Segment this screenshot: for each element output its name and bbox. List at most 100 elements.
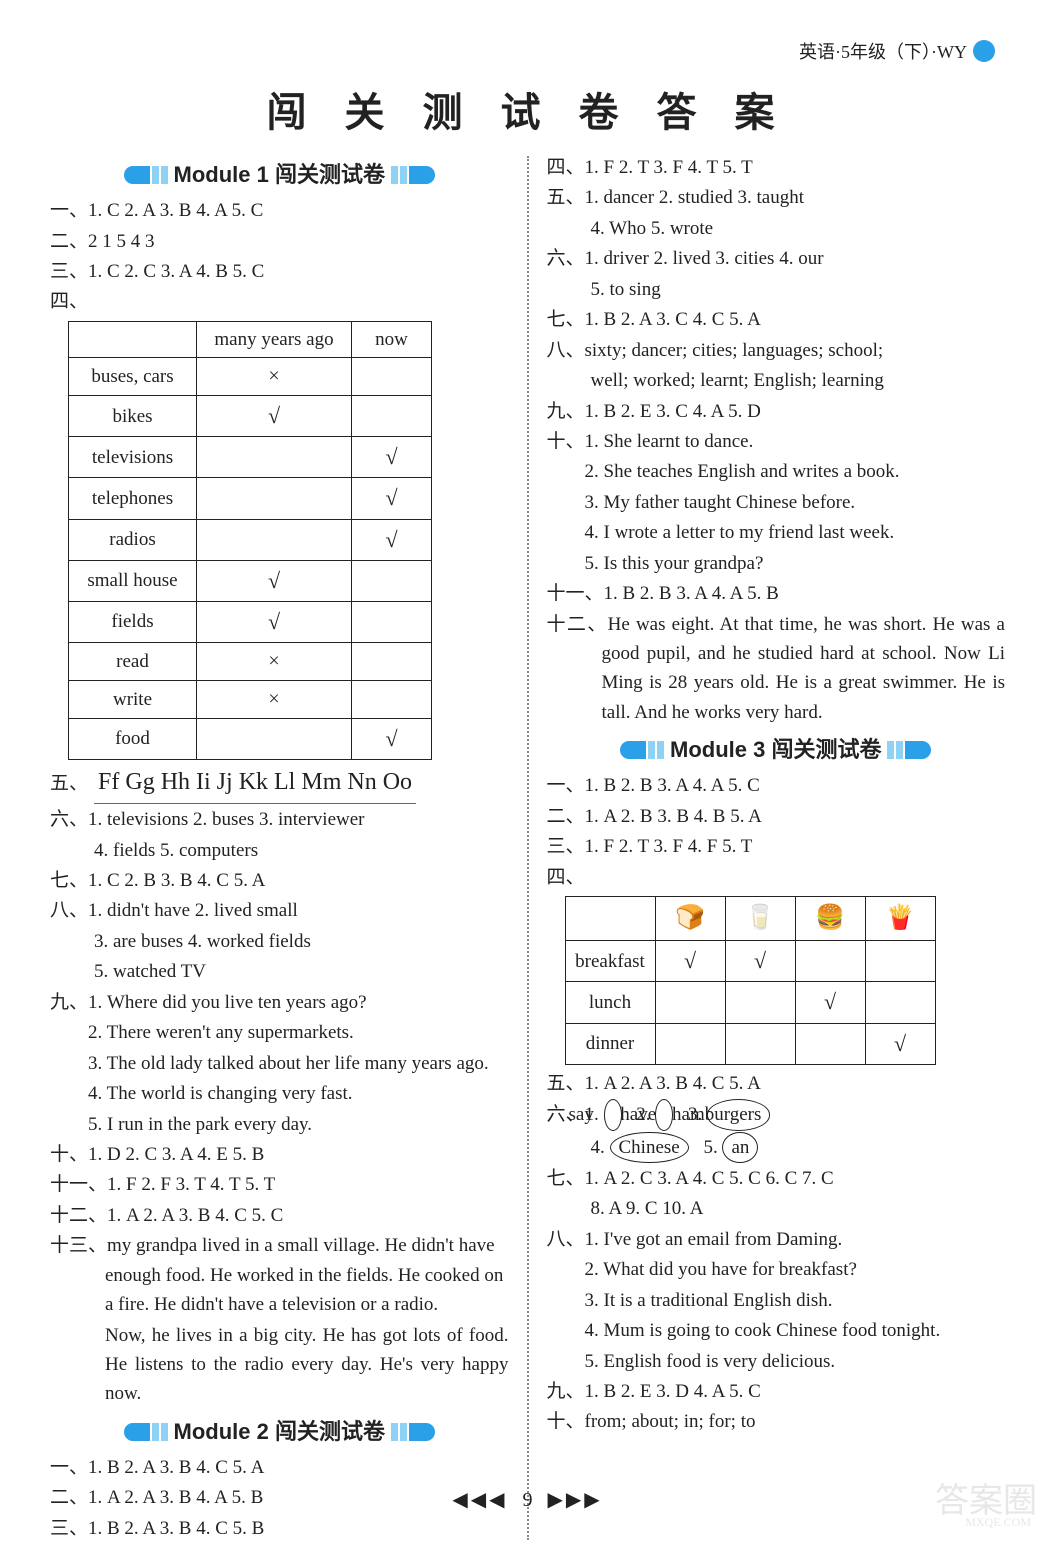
milk-icon: 🥛 — [725, 897, 795, 941]
m1-q8a: 八、1. didn't have 2. lived small — [50, 896, 509, 925]
module1-title: Module 1 闯关测试卷 — [174, 158, 385, 192]
m1-q5-label: 五、 — [50, 773, 88, 794]
m1-q9-3: 3. The old lady talked about her life ma… — [50, 1049, 509, 1078]
m1-q8b: 3. are buses 4. worked fields — [50, 927, 509, 956]
module-head-icon-left — [124, 1423, 168, 1441]
table-row: food√ — [69, 718, 432, 759]
m3-q8-3: 3. It is a traditional English dish. — [547, 1286, 1006, 1315]
m3-q5: 五、1. A 2. A 3. B 4. C 5. A — [547, 1069, 1006, 1098]
table-row: bikes√ — [69, 396, 432, 437]
m2-q10-4: 4. I wrote a letter to my friend last we… — [547, 518, 1006, 547]
m1-q9-5: 5. I run in the park every day. — [50, 1110, 509, 1139]
table-row: many years ago now — [69, 321, 432, 357]
m2-q8a: 八、sixty; dancer; cities; languages; scho… — [547, 336, 1006, 365]
bread-icon: 🍞 — [655, 897, 725, 941]
header-right: 英语·5年级（下）·WY — [799, 38, 995, 64]
page-number: 9 — [523, 1489, 533, 1511]
m2-q11: 十一、1. B 2. B 3. A 4. A 5. B — [547, 579, 1006, 608]
m1-q5: 五、 Ff Gg Hh Ii Jj Kk Ll Mm Nn Oo — [50, 764, 509, 804]
m2-q6a: 六、1. driver 2. lived 3. cities 4. our — [547, 244, 1006, 273]
module-head-icon-left — [124, 166, 168, 184]
fries-icon: 🍟 — [865, 897, 935, 941]
m1-q5-text: Ff Gg Hh Ii Jj Kk Ll Mm Nn Oo — [94, 764, 416, 804]
m2-q10-1: 十、1. She learnt to dance. — [547, 427, 1006, 456]
m3-q8-2: 2. What did you have for breakfast? — [547, 1255, 1006, 1284]
m3-q4-label: 四、 — [547, 863, 1006, 892]
m2-q10-5: 5. Is this your grandpa? — [547, 549, 1006, 578]
m1-q2: 二、2 1 5 4 3 — [50, 227, 509, 256]
table-row: dinner√ — [565, 1023, 935, 1064]
m2-q6b: 5. to sing — [547, 275, 1006, 304]
m1-q13: 十三、my grandpa lived in a small village. … — [50, 1231, 509, 1319]
module2-head: Module 2 闯关测试卷 — [50, 1415, 509, 1449]
m3-q10: 十、from; about; in; for; to — [547, 1407, 1006, 1436]
columns: Module 1 闯关测试卷 一、1. C 2. A 3. B 4. A 5. … — [50, 152, 1005, 1544]
m2-q10-2: 2. She teaches English and writes a book… — [547, 457, 1006, 486]
m1-q7: 七、1. C 2. B 3. B 4. C 5. A — [50, 866, 509, 895]
header-text: 英语·5年级（下）·WY — [799, 38, 967, 64]
table-row: breakfast√√ — [565, 941, 935, 982]
m3-q8-4: 4. Mum is going to cook Chinese food ton… — [547, 1316, 1006, 1345]
m1-q13-label: 十三、 — [50, 1235, 107, 1256]
m1-q12: 十二、1. A 2. A 3. B 4. C 5. C — [50, 1201, 509, 1230]
table-row: radios√ — [69, 519, 432, 560]
module-head-icon-right — [391, 166, 435, 184]
m1-q3: 三、1. C 2. C 3. A 4. B 5. C — [50, 257, 509, 286]
oval-word: say — [604, 1099, 622, 1130]
m3-q1: 一、1. B 2. B 3. A 4. A 5. C — [547, 771, 1006, 800]
table-row: lunch√ — [565, 982, 935, 1023]
m1-q11: 十一、1. F 2. F 3. T 4. T 5. T — [50, 1170, 509, 1199]
footer-left-arrows: ◀◀◀ — [452, 1489, 507, 1511]
table-row: buses, cars× — [69, 358, 432, 396]
oval-word: an — [722, 1132, 758, 1163]
right-column: 四、1. F 2. T 3. F 4. T 5. T 五、1. dancer 2… — [547, 152, 1006, 1544]
m1-q1: 一、1. C 2. A 3. B 4. A 5. C — [50, 196, 509, 225]
m2-q12: 十二、He was eight. At that time, he was sh… — [547, 610, 1006, 728]
m1-q13-p2: Now, he lives in a big city. He has got … — [50, 1321, 509, 1409]
m3-q8-1: 八、1. I've got an email from Daming. — [547, 1225, 1006, 1254]
th: now — [352, 321, 432, 357]
m2-q8b: well; worked; learnt; English; learning — [547, 366, 1006, 395]
m3-q6-line2: 4. Chinese 5. an — [547, 1132, 1006, 1163]
m1-q10: 十、1. D 2. C 3. A 4. E 5. B — [50, 1140, 509, 1169]
m1-q9-2: 2. There weren't any supermarkets. — [50, 1018, 509, 1047]
module-head-icon-left — [620, 741, 664, 759]
table-row: 🍞 🥛 🍔 🍟 — [565, 897, 935, 941]
th — [69, 321, 197, 357]
m2-q3: 三、1. B 2. A 3. B 4. C 5. B — [50, 1514, 509, 1543]
table-row: write× — [69, 680, 432, 718]
m2-q5a: 五、1. dancer 2. studied 3. taught — [547, 183, 1006, 212]
m1-q6a: 六、1. televisions 2. buses 3. interviewer — [50, 805, 509, 834]
m2-q12-label: 十二、 — [547, 614, 608, 635]
m1-q9-1: 九、1. Where did you live ten years ago? — [50, 988, 509, 1017]
m1-q9-4: 4. The world is changing very fast. — [50, 1079, 509, 1108]
table-row: read× — [69, 642, 432, 680]
watermark-sub: MXQE.COM — [965, 1515, 1031, 1530]
m1-q13-p1: my grandpa lived in a small village. He … — [105, 1235, 503, 1315]
m1-q4-label: 四、 — [50, 287, 509, 316]
module2-title: Module 2 闯关测试卷 — [174, 1415, 385, 1449]
m3-q2: 二、1. A 2. B 3. B 4. B 5. A — [547, 802, 1006, 831]
module3-title: Module 3 闯关测试卷 — [670, 733, 881, 767]
m2-q7: 七、1. B 2. A 3. C 4. C 5. A — [547, 305, 1006, 334]
module-head-icon-right — [391, 1423, 435, 1441]
column-divider — [527, 156, 529, 1540]
main-title: 闯 关 测 试 卷 答 案 — [50, 80, 1005, 138]
m3-q9: 九、1. B 2. E 3. D 4. A 5. C — [547, 1377, 1006, 1406]
oval-word: have — [655, 1099, 673, 1130]
module1-head: Module 1 闯关测试卷 — [50, 158, 509, 192]
m3-q7a: 七、1. A 2. C 3. A 4. C 5. C 6. C 7. C — [547, 1164, 1006, 1193]
m1-q8c: 5. watched TV — [50, 957, 509, 986]
module-head-icon-right — [887, 741, 931, 759]
m1-q6b: 4. fields 5. computers — [50, 836, 509, 865]
m3-q6-line1: 六、1. say 2. have 3. hamburgers — [547, 1099, 1006, 1130]
header-icon — [973, 40, 995, 62]
th: many years ago — [197, 321, 352, 357]
m3-q3: 三、1. F 2. T 3. F 4. F 5. T — [547, 832, 1006, 861]
module3-head: Module 3 闯关测试卷 — [547, 733, 1006, 767]
table-row: telephones√ — [69, 478, 432, 519]
table-row: televisions√ — [69, 437, 432, 478]
m2-q4: 四、1. F 2. T 3. F 4. T 5. T — [547, 153, 1006, 182]
footer-right-arrows: ▶▶▶ — [548, 1489, 603, 1511]
m1-table: many years ago now buses, cars× bikes√ t… — [68, 321, 432, 760]
